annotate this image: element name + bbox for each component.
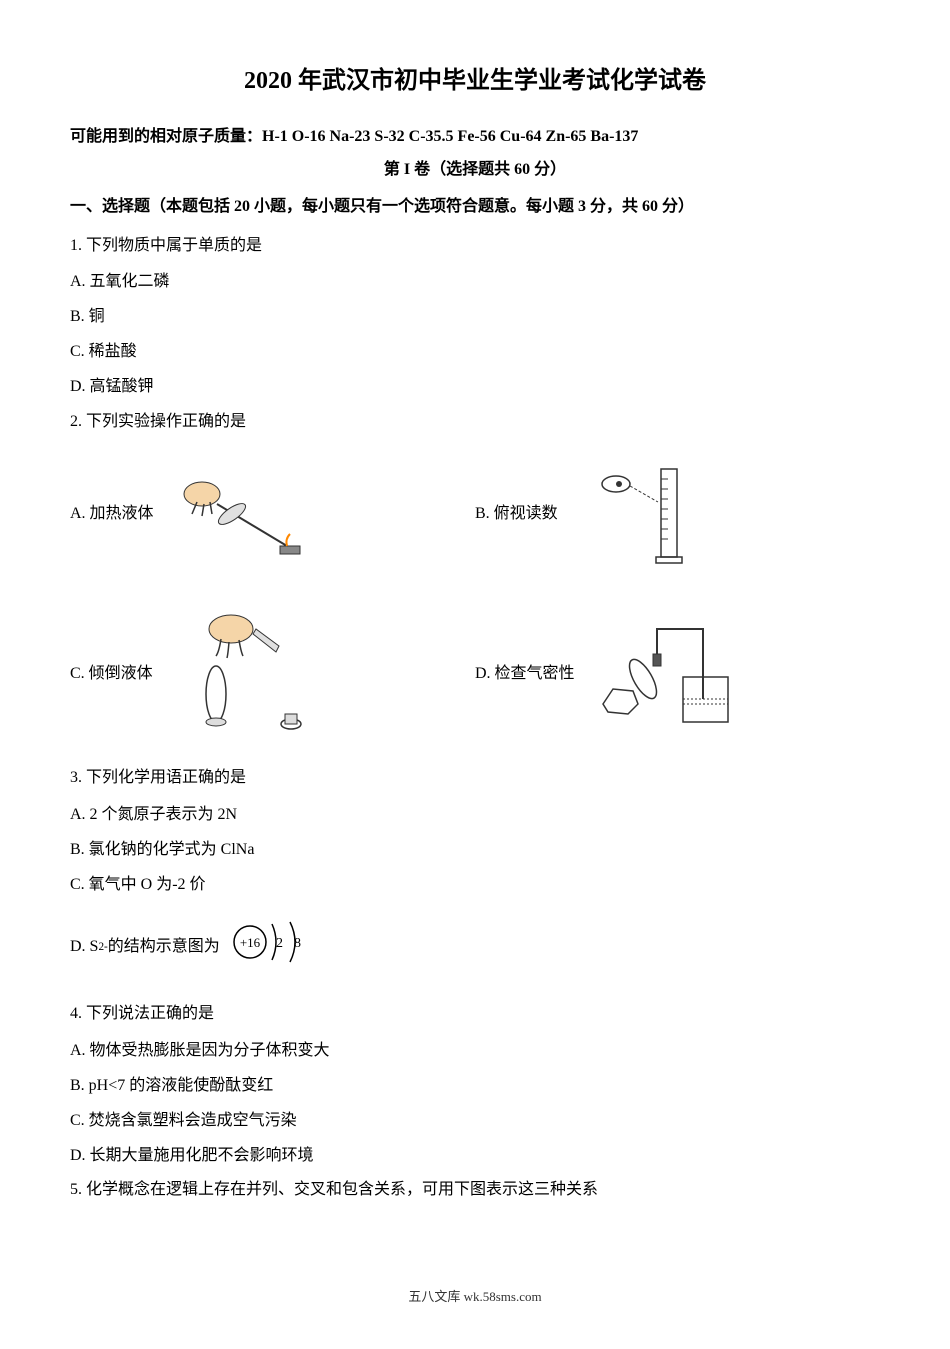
q5-number: 5. (70, 1181, 82, 1198)
atomic-mass-info: 可能用到的相对原子质量：H-1 O-16 Na-23 S-32 C-35.5 F… (70, 123, 880, 152)
q2-image-d (583, 614, 743, 734)
q2-option-b-label: B. 俯视读数 (475, 500, 558, 529)
q2-option-d-label: D. 检查气密性 (475, 660, 575, 689)
q3-option-b: B. 氯化钠的化学式为 ClNa (70, 836, 880, 865)
q3-d-prefix: D. S (70, 933, 98, 962)
section-header: 第 I 卷（选择题共 60 分） (70, 156, 880, 185)
q3-d-sup: 2- (98, 937, 107, 957)
exam-title: 2020 年武汉市初中毕业生学业考试化学试卷 (70, 60, 880, 103)
q2-text: 下列实验操作正确的是 (86, 413, 246, 430)
page-footer: 五八文库 wk.58sms.com (70, 1285, 880, 1308)
question-5: 5. 化学概念在逻辑上存在并列、交叉和包含关系，可用下图表示这三种关系 (70, 1176, 880, 1205)
q2-image-a (162, 454, 322, 574)
q2-image-options: A. 加热液体 B. 俯视读数 (70, 444, 880, 764)
q2-image-b (566, 454, 726, 574)
q3-text: 下列化学用语正确的是 (86, 769, 246, 786)
q2-number: 2. (70, 413, 82, 430)
q3-option-c: C. 氧气中 O 为-2 价 (70, 871, 880, 900)
q3-number: 3. (70, 769, 82, 786)
q1-option-c: C. 稀盐酸 (70, 338, 880, 367)
q1-option-a: A. 五氧化二磷 (70, 268, 880, 297)
atom-structure-icon: +16 2 8 (228, 912, 318, 983)
q1-text: 下列物质中属于单质的是 (86, 237, 262, 254)
q4-option-d: D. 长期大量施用化肥不会影响环境 (70, 1142, 880, 1171)
q1-option-d: D. 高锰酸钾 (70, 373, 880, 402)
q5-text: 化学概念在逻辑上存在并列、交叉和包含关系，可用下图表示这三种关系 (86, 1181, 598, 1198)
atom-shell-1: 2 (276, 936, 283, 951)
q1-option-b: B. 铜 (70, 303, 880, 332)
part-title: 一、选择题（本题包括 20 小题，每小题只有一个选项符合题意。每小题 3 分，共… (70, 193, 880, 222)
question-3: 3. 下列化学用语正确的是 (70, 764, 880, 793)
atom-center: +16 (240, 935, 261, 950)
q2-option-a-label: A. 加热液体 (70, 500, 154, 529)
q4-option-b: B. pH<7 的溶液能使酚酞变红 (70, 1072, 880, 1101)
q4-number: 4. (70, 1005, 82, 1022)
q4-text: 下列说法正确的是 (86, 1005, 214, 1022)
question-1: 1. 下列物质中属于单质的是 (70, 232, 880, 261)
pouring-liquid-icon (161, 604, 321, 744)
q3-option-d: D. S2-的结构示意图为 +16 2 8 (70, 912, 880, 983)
q3-d-suffix: 的结构示意图为 (108, 933, 220, 962)
q4-option-a: A. 物体受热膨胀是因为分子体积变大 (70, 1037, 880, 1066)
q2-option-c-label: C. 倾倒液体 (70, 660, 153, 689)
airtight-check-icon (583, 609, 743, 739)
reading-cylinder-icon (586, 454, 706, 574)
heating-liquid-icon (162, 454, 322, 574)
q2-option-b-container: B. 俯视读数 (475, 444, 880, 584)
q2-image-c (161, 614, 321, 734)
question-2: 2. 下列实验操作正确的是 (70, 408, 880, 437)
q2-option-a-container: A. 加热液体 (70, 444, 475, 584)
q3-option-a: A. 2 个氮原子表示为 2N (70, 801, 880, 830)
question-4: 4. 下列说法正确的是 (70, 1000, 880, 1029)
q2-option-c-container: C. 倾倒液体 (70, 604, 475, 744)
atom-shell-2: 8 (294, 936, 301, 951)
q2-option-d-container: D. 检查气密性 (475, 604, 880, 744)
q1-number: 1. (70, 237, 82, 254)
q4-option-c: C. 焚烧含氯塑料会造成空气污染 (70, 1107, 880, 1136)
